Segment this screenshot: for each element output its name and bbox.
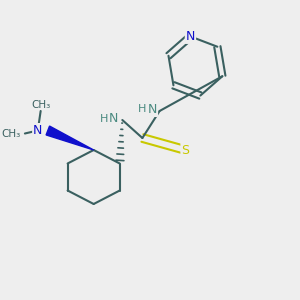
- Text: CH₃: CH₃: [2, 128, 21, 139]
- Text: S: S: [182, 143, 189, 157]
- Text: N: N: [148, 103, 157, 116]
- Text: CH₃: CH₃: [31, 100, 50, 110]
- Text: N: N: [109, 112, 118, 125]
- Text: H: H: [138, 104, 147, 115]
- Text: H: H: [100, 113, 108, 124]
- Text: N: N: [33, 124, 43, 137]
- Text: N: N: [186, 30, 195, 43]
- Polygon shape: [46, 126, 94, 150]
